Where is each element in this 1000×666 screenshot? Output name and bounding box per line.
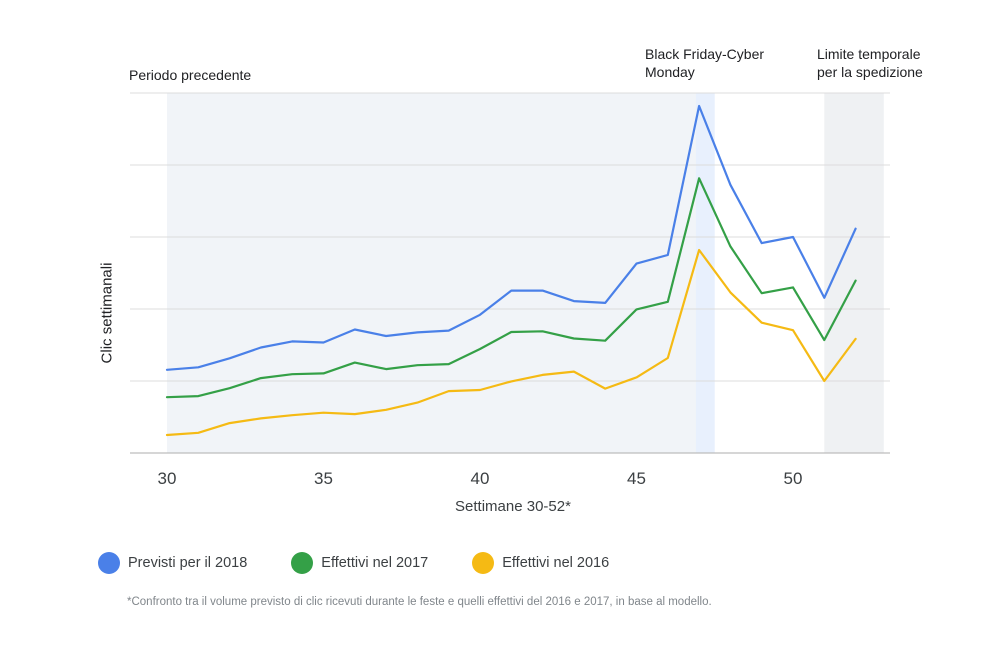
y-axis-label: Clic settimanali [98,262,116,364]
legend-swatch-2018 [98,552,120,574]
legend-label-2016: Effettivi nel 2016 [502,555,610,571]
shaded-region-1 [167,93,700,453]
annotation-black-friday: Black Friday-Cyber Monday [645,45,764,81]
legend-swatch-2016 [472,552,495,574]
x-tick-30: 30 [158,469,177,488]
series-lines [165,104,857,437]
x-tick-45: 45 [627,469,646,488]
series-line-1 [165,104,857,371]
legend-item-2018[interactable]: Previsti per il 2018 [98,552,247,574]
legend-label-2018: Previsti per il 2018 [128,555,248,571]
shaded-region-2 [695,93,715,453]
footnote: *Confronto tra il volume previsto di cli… [127,596,712,608]
legend: Previsti per il 2018 Effettivi nel 2017 … [98,552,653,574]
annotation-previous-period: Periodo precedente [129,67,252,83]
legend-swatch-2017 [291,552,314,574]
x-tick-50: 50 [784,469,803,488]
legend-item-2016[interactable]: Effettivi nel 2016 [472,552,609,574]
series-line-2 [165,177,857,399]
x-tick-labels: 30 35 40 45 50 [158,469,803,488]
shaded-regions [167,93,884,453]
grid-lines [130,92,890,454]
legend-item-2017[interactable]: Effettivi nel 2017 [291,552,428,574]
x-axis-label: Settimane 30-52* [455,498,571,515]
annotation-shipping-limit: Limite temporale per la spedizione [817,45,923,81]
shaded-region-3 [824,93,884,453]
annotation-shipping-line1: Limite temporale [817,46,921,62]
legend-label-2017: Effettivi nel 2017 [321,555,429,571]
annotation-shipping-line2: per la spedizione [817,64,923,80]
annotation-black-friday-line1: Black Friday-Cyber [645,46,765,62]
x-tick-40: 40 [471,469,490,488]
x-tick-35: 35 [314,469,333,488]
annotation-black-friday-line2: Monday [645,64,695,80]
series-line-3 [165,248,857,437]
